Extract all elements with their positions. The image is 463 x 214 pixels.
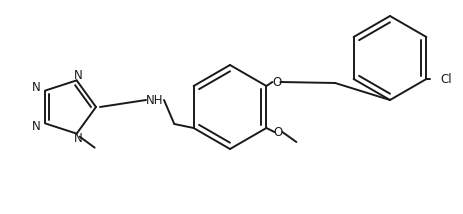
Text: N: N [74,132,83,145]
Text: O: O [272,76,282,89]
Text: Cl: Cl [439,73,451,86]
Text: O: O [273,125,282,138]
Text: N: N [31,120,40,133]
Text: N: N [31,81,40,94]
Text: NH: NH [146,94,163,107]
Text: N: N [74,69,83,82]
